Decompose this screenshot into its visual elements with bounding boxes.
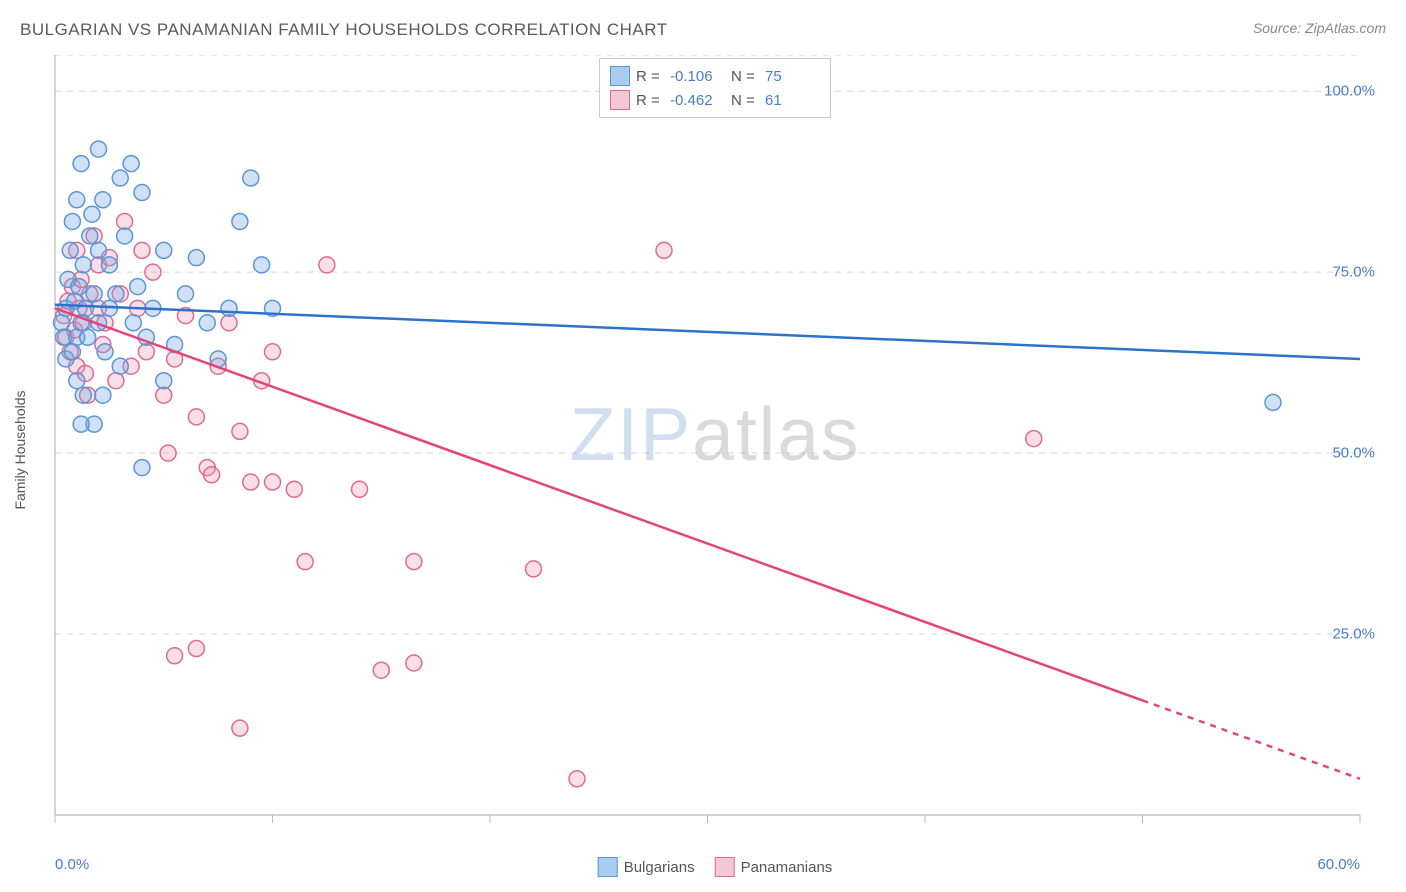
series-legend: Bulgarians Panamanians <box>598 857 833 877</box>
chart-source: Source: ZipAtlas.com <box>1253 20 1386 36</box>
scatter-plot <box>50 55 1380 845</box>
x-tick-label: 60.0% <box>1317 856 1360 873</box>
legend-item-pink: Panamanians <box>715 857 833 877</box>
legend-label-pink: Panamanians <box>741 859 833 876</box>
chart-header: BULGARIAN VS PANAMANIAN FAMILY HOUSEHOLD… <box>20 20 1386 40</box>
chart-title: BULGARIAN VS PANAMANIAN FAMILY HOUSEHOLD… <box>20 20 668 40</box>
stats-row-pink: R = -0.462 N = 61 <box>610 88 820 112</box>
stats-row-blue: R = -0.106 N = 75 <box>610 64 820 88</box>
n-label: N = <box>731 68 759 85</box>
r-label: R = <box>636 92 664 109</box>
y-tick-label: 25.0% <box>1332 626 1375 643</box>
y-tick-label: 75.0% <box>1332 264 1375 281</box>
chart-area: Family Households ZIPatlas R = -0.106 N … <box>50 55 1380 845</box>
n-label: N = <box>731 92 759 109</box>
swatch-pink-icon <box>610 90 630 110</box>
r-value-pink: -0.462 <box>670 92 725 109</box>
x-tick-label: 0.0% <box>55 856 89 873</box>
n-value-pink: 61 <box>765 92 820 109</box>
swatch-blue-icon <box>598 857 618 877</box>
y-tick-label: 50.0% <box>1332 445 1375 462</box>
swatch-pink-icon <box>715 857 735 877</box>
y-axis-title: Family Households <box>12 390 28 509</box>
n-value-blue: 75 <box>765 68 820 85</box>
stats-legend: R = -0.106 N = 75 R = -0.462 N = 61 <box>599 58 831 118</box>
swatch-blue-icon <box>610 66 630 86</box>
legend-item-blue: Bulgarians <box>598 857 695 877</box>
legend-label-blue: Bulgarians <box>624 859 695 876</box>
r-value-blue: -0.106 <box>670 68 725 85</box>
y-tick-label: 100.0% <box>1324 83 1375 100</box>
r-label: R = <box>636 68 664 85</box>
